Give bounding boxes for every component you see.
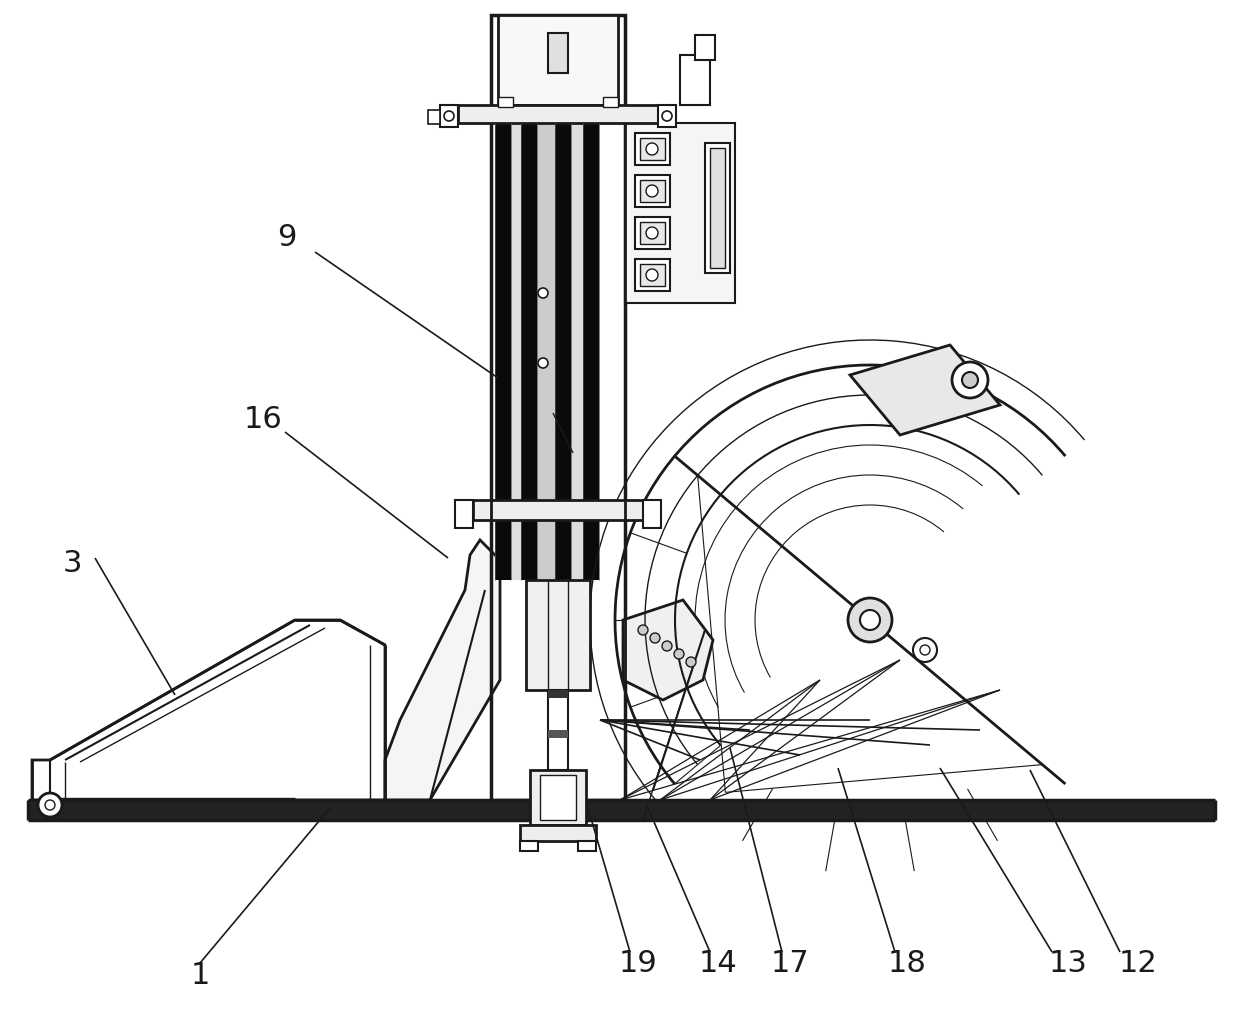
Text: 18: 18 [888,948,926,978]
Bar [521,123,537,580]
Bar [603,97,618,107]
Bar [583,123,599,580]
Bar [29,800,1215,820]
Bar [625,123,735,303]
Bar [711,148,725,268]
Text: 17: 17 [770,948,810,978]
Circle shape [646,227,658,239]
Text: 16: 16 [243,406,283,435]
Bar [635,175,670,207]
Bar [635,133,670,165]
Bar [537,123,556,580]
Text: 19: 19 [619,948,657,978]
Bar [706,144,730,273]
Circle shape [920,645,930,655]
Bar [511,123,521,580]
Circle shape [675,649,684,659]
Bar [640,180,665,202]
Bar [556,123,570,580]
Bar [498,15,618,105]
Bar [495,123,511,580]
Circle shape [686,657,696,667]
Text: 12: 12 [1118,948,1157,978]
Bar [548,690,568,770]
Bar [578,840,596,851]
Bar [658,105,676,127]
Bar [529,770,587,825]
Bar [640,222,665,244]
Bar [491,15,625,800]
Bar [680,55,711,105]
Polygon shape [849,345,999,435]
Circle shape [38,793,62,817]
Circle shape [913,638,937,662]
Bar [635,259,670,291]
Bar [635,217,670,249]
Bar [472,500,644,520]
Text: 1: 1 [190,960,210,989]
Circle shape [646,184,658,197]
Text: 9: 9 [278,223,296,252]
Bar [548,690,568,698]
Polygon shape [384,540,500,800]
Bar [455,500,472,528]
Bar [539,775,577,820]
Circle shape [538,288,548,298]
Circle shape [538,358,548,368]
Circle shape [952,362,988,398]
Circle shape [650,633,660,643]
Bar [640,138,665,160]
Bar [428,110,440,124]
Circle shape [639,625,649,636]
Text: 13: 13 [1049,948,1087,978]
Circle shape [45,800,55,810]
Text: 14: 14 [698,948,738,978]
Circle shape [848,598,892,642]
Bar [694,35,715,60]
Bar [644,500,661,528]
Text: 3: 3 [62,548,82,577]
Bar [548,33,568,73]
Circle shape [444,111,454,121]
Bar [570,123,583,580]
Bar [498,97,513,107]
Bar [640,264,665,286]
Bar [526,580,590,690]
Bar [548,730,568,738]
Circle shape [646,269,658,281]
Circle shape [646,144,658,155]
Circle shape [962,372,978,388]
Circle shape [861,610,880,630]
Bar [458,105,658,123]
Polygon shape [622,600,713,700]
Bar [520,840,538,851]
Circle shape [662,641,672,651]
Bar [440,105,458,127]
Circle shape [662,111,672,121]
Bar [520,825,596,840]
